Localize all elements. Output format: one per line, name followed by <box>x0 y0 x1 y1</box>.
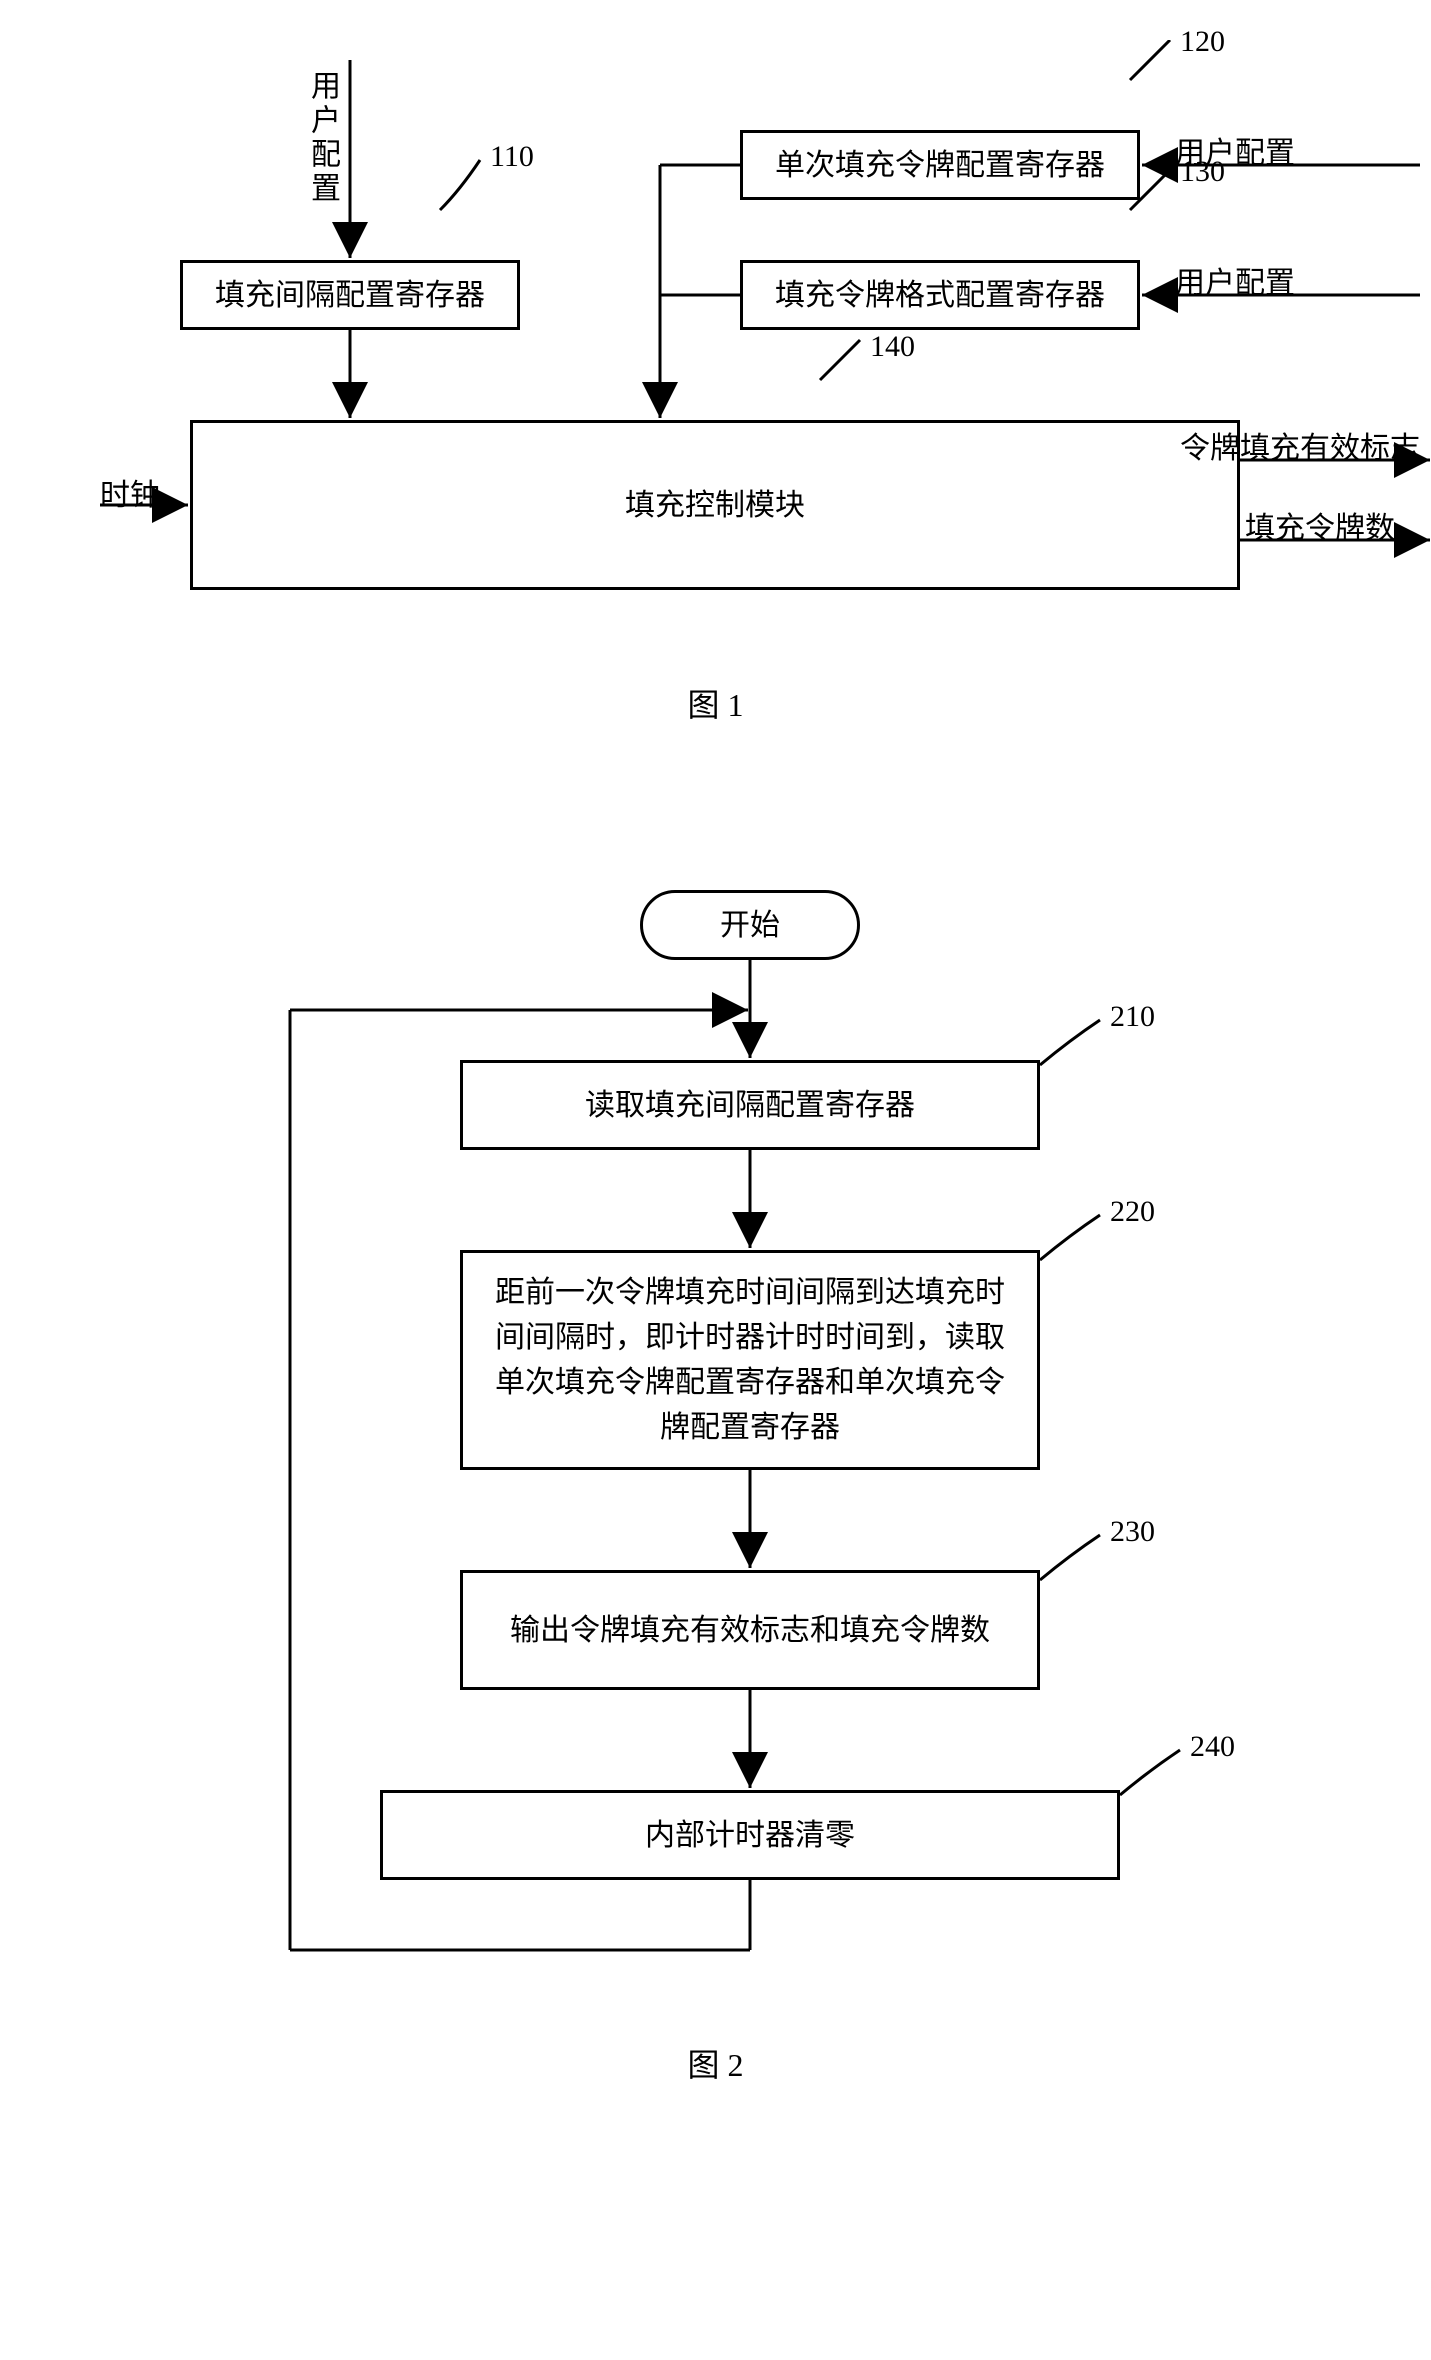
label-user-config-vert: 用户配置 <box>300 70 344 206</box>
ref-210: 210 <box>1110 1000 1155 1034</box>
label-output-count: 填充令牌数 <box>1245 503 1395 547</box>
node-140: 填充控制模块 <box>190 420 1240 590</box>
node-240: 内部计时器清零 <box>380 1790 1120 1880</box>
ref-220: 220 <box>1110 1195 1155 1229</box>
ref-110: 110 <box>490 140 534 174</box>
node-110-label: 填充间隔配置寄存器 <box>215 273 485 318</box>
node-230: 输出令牌填充有效标志和填充令牌数 <box>460 1570 1040 1690</box>
ref-120: 120 <box>1180 25 1225 59</box>
node-start: 开始 <box>640 890 860 960</box>
ref-230: 230 <box>1110 1515 1155 1549</box>
label-userconfig-130: 用户配置 <box>1175 258 1295 302</box>
node-210-label: 读取填充间隔配置寄存器 <box>585 1083 915 1128</box>
node-start-label: 开始 <box>720 903 780 948</box>
node-110: 填充间隔配置寄存器 <box>180 260 520 330</box>
node-210: 读取填充间隔配置寄存器 <box>460 1060 1040 1150</box>
node-120-label: 单次填充令牌配置寄存器 <box>775 143 1105 188</box>
ref-240: 240 <box>1190 1730 1235 1764</box>
figure-2: 开始 读取填充间隔配置寄存器 210 距前一次令牌填充时间间隔到达填充时间间隔时… <box>60 890 1371 2290</box>
node-120: 单次填充令牌配置寄存器 <box>740 130 1140 200</box>
node-230-label: 输出令牌填充有效标志和填充令牌数 <box>495 1608 1005 1653</box>
label-userconfig-120: 用户配置 <box>1175 128 1295 172</box>
node-130: 填充令牌格式配置寄存器 <box>740 260 1140 330</box>
fig1-caption: 图 1 <box>687 680 743 726</box>
node-220-label: 距前一次令牌填充时间间隔到达填充时间间隔时，即计时器计时时间到，读取单次填充令牌… <box>471 1270 1029 1450</box>
node-130-label: 填充令牌格式配置寄存器 <box>775 273 1105 318</box>
fig2-caption: 图 2 <box>687 2040 743 2086</box>
figure-1: 用户配置 填充间隔配置寄存器 110 单次填充令牌配置寄存器 120 填充令牌格… <box>60 40 1371 790</box>
node-140-label: 填充控制模块 <box>625 483 805 528</box>
node-240-label: 内部计时器清零 <box>645 1813 855 1858</box>
label-clock: 时钟 <box>100 470 160 514</box>
node-220: 距前一次令牌填充时间间隔到达填充时间间隔时，即计时器计时时间到，读取单次填充令牌… <box>460 1250 1040 1470</box>
label-output-flag: 令牌填充有效标志 <box>1180 423 1420 467</box>
ref-140: 140 <box>870 330 915 364</box>
